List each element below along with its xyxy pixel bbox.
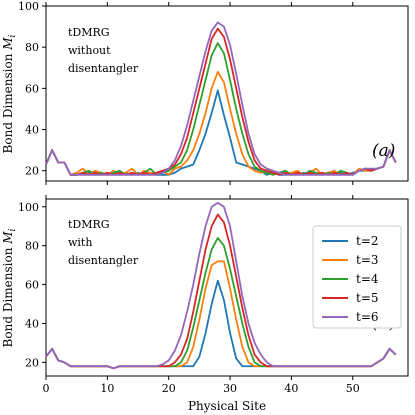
panel-b-y-axis-title-main: Bond Dimension xyxy=(1,244,15,348)
panel-a-y-axis-title-subscript: i xyxy=(8,34,18,37)
panel-a-series-line-4 xyxy=(45,27,397,176)
panel-a-series-line-5 xyxy=(45,21,397,176)
panel-b-annotation-line1: tDMRG xyxy=(68,218,110,231)
x-tick-label: 50 xyxy=(346,382,360,395)
panel-b-ticks: 0 10 20 30 40 50 20 40 60 80 100 xyxy=(18,195,360,395)
panel-a-y-tick-label: 40 xyxy=(25,124,39,137)
panel-a-series-line-2 xyxy=(45,70,397,176)
panel-a-series xyxy=(45,21,397,176)
panel-a-series-line-1 xyxy=(45,89,397,176)
legend-label-t5: t=5 xyxy=(356,291,379,305)
panel-a-frame xyxy=(45,5,409,182)
panel-a-ticks: 20 40 60 80 100 xyxy=(18,0,354,185)
panel-a-y-tick-label: 20 xyxy=(25,165,39,178)
x-tick-label: 30 xyxy=(223,382,237,395)
panel-a-y-axis-title: Bond Dimension Mi xyxy=(1,34,18,153)
panel-a-y-axis-title-symbol: M xyxy=(1,37,15,51)
x-axis-title: Physical Site xyxy=(188,399,266,413)
panel-b-annotation-line3: disentangler xyxy=(68,254,139,267)
legend-box xyxy=(312,225,402,329)
x-tick-label: 10 xyxy=(100,382,114,395)
panel-a-y-tick-label: 80 xyxy=(25,41,39,54)
panel-b-y-tick-label: 60 xyxy=(25,279,39,292)
panel-a-annotation-line2: without xyxy=(68,44,111,57)
panel-b-series-t6 xyxy=(45,201,397,370)
legend-label-t3: t=3 xyxy=(356,253,379,267)
legend-items: t=2 t=3 t=4 t=5 t=6 xyxy=(322,234,379,324)
panel-b-y-tick-label: 40 xyxy=(25,317,39,330)
panel-b-y-tick-label: 80 xyxy=(25,240,39,253)
legend-label-t4: t=4 xyxy=(356,272,379,286)
legend-label-t6: t=6 xyxy=(356,310,379,324)
panel-a-y-axis-title-main: Bond Dimension xyxy=(1,50,15,154)
panel-b-y-axis-title-symbol: M xyxy=(1,231,15,245)
x-tick-label: 40 xyxy=(284,382,298,395)
panel-b-y-axis-title: Bond Dimension Mi xyxy=(1,228,18,347)
panel-a-label: (a) xyxy=(372,141,395,161)
x-tick-label: 0 xyxy=(43,382,50,395)
panel-a-y-tick-label: 100 xyxy=(18,0,39,13)
x-tick-label: 20 xyxy=(162,382,176,395)
legend: t=2 t=3 t=4 t=5 t=6 xyxy=(312,225,402,329)
panel-a: 20 40 60 80 100 tDMRG without disentangler (… xyxy=(18,0,409,185)
panel-a-annotation-line1: tDMRG xyxy=(68,26,110,39)
panel-a-annotation-line3: disentangler xyxy=(68,62,139,75)
panel-a-y-tick-label: 60 xyxy=(25,82,39,95)
panel-b-frame xyxy=(45,198,409,377)
panel-b-y-tick-label: 100 xyxy=(18,201,39,214)
panel-b-annotation-line2: with xyxy=(68,236,92,249)
panel-b-series xyxy=(45,201,397,370)
panel-b: 0 10 20 30 40 50 20 40 60 80 100 tDMRG with disent… xyxy=(18,195,409,395)
legend-label-t2: t=2 xyxy=(356,234,379,248)
panel-b-y-axis-title-subscript: i xyxy=(8,228,18,231)
panel-b-y-tick-label: 20 xyxy=(25,356,39,369)
